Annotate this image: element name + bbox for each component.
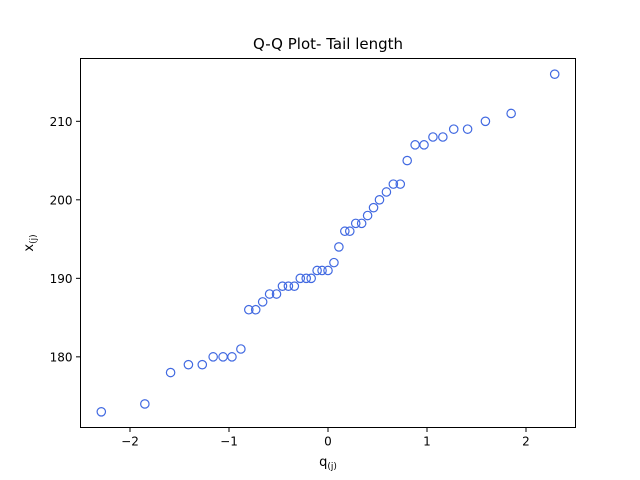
data-point <box>312 265 322 276</box>
data-point <box>277 281 288 291</box>
data-point <box>410 140 420 150</box>
data-point <box>356 218 367 229</box>
data-point <box>306 273 316 284</box>
data-point <box>257 297 268 307</box>
data-point <box>480 116 491 127</box>
x-axis-label-subscript: (j) <box>327 462 337 472</box>
y-axis: 180 190 200 210 <box>50 115 81 364</box>
data-point <box>506 108 516 119</box>
data-point <box>323 265 333 276</box>
x-tick-label: 1 <box>423 435 431 449</box>
data-point <box>438 132 448 142</box>
data-point <box>283 281 294 291</box>
data-point <box>368 202 379 213</box>
data-point <box>448 124 459 134</box>
data-point <box>549 69 560 80</box>
data-point <box>250 304 261 315</box>
data-point <box>329 257 339 268</box>
y-axis-label-base: x <box>22 244 37 252</box>
data-points <box>96 69 560 417</box>
data-point <box>183 359 194 370</box>
data-point <box>344 226 355 237</box>
x-axis-label: q(j) <box>319 455 337 472</box>
data-point <box>301 273 312 284</box>
data-point <box>289 281 300 291</box>
data-point <box>295 273 306 284</box>
data-point <box>96 406 107 417</box>
data-point <box>165 367 176 378</box>
data-point <box>402 155 412 166</box>
data-point <box>317 265 327 276</box>
data-point <box>395 179 406 189</box>
x-tick-label: 0 <box>324 435 332 449</box>
data-point <box>236 344 246 354</box>
data-point <box>428 132 438 142</box>
x-tick-label: 2 <box>522 435 530 449</box>
x-tick-label: −2 <box>121 435 139 449</box>
data-point <box>218 352 228 362</box>
y-tick-label: 180 <box>50 350 73 364</box>
data-point <box>419 140 429 150</box>
data-point <box>227 352 237 362</box>
data-point <box>140 399 150 409</box>
data-point <box>381 187 392 197</box>
data-point <box>334 242 344 252</box>
y-tick-label: 190 <box>50 272 73 286</box>
y-tick-label: 210 <box>50 115 73 129</box>
data-point <box>244 304 254 315</box>
x-axis-label-base: q <box>319 455 327 470</box>
x-tick-label: −1 <box>220 435 238 449</box>
data-point <box>350 218 361 229</box>
y-tick-label: 200 <box>50 193 73 207</box>
data-point <box>197 359 208 370</box>
data-point <box>208 352 218 362</box>
data-point <box>264 289 275 299</box>
data-point <box>374 195 385 205</box>
data-point <box>462 124 473 134</box>
y-axis-label-subscript: (j) <box>29 234 39 244</box>
plot-frame <box>80 58 576 428</box>
x-axis: −2 −1 0 1 2 <box>121 427 530 449</box>
chart-title: Q-Q Plot- Tail length <box>253 35 403 53</box>
data-point <box>388 179 399 189</box>
data-point <box>340 226 350 237</box>
data-point <box>271 289 282 299</box>
data-point <box>362 210 373 221</box>
y-axis-label: x(j) <box>22 234 39 251</box>
